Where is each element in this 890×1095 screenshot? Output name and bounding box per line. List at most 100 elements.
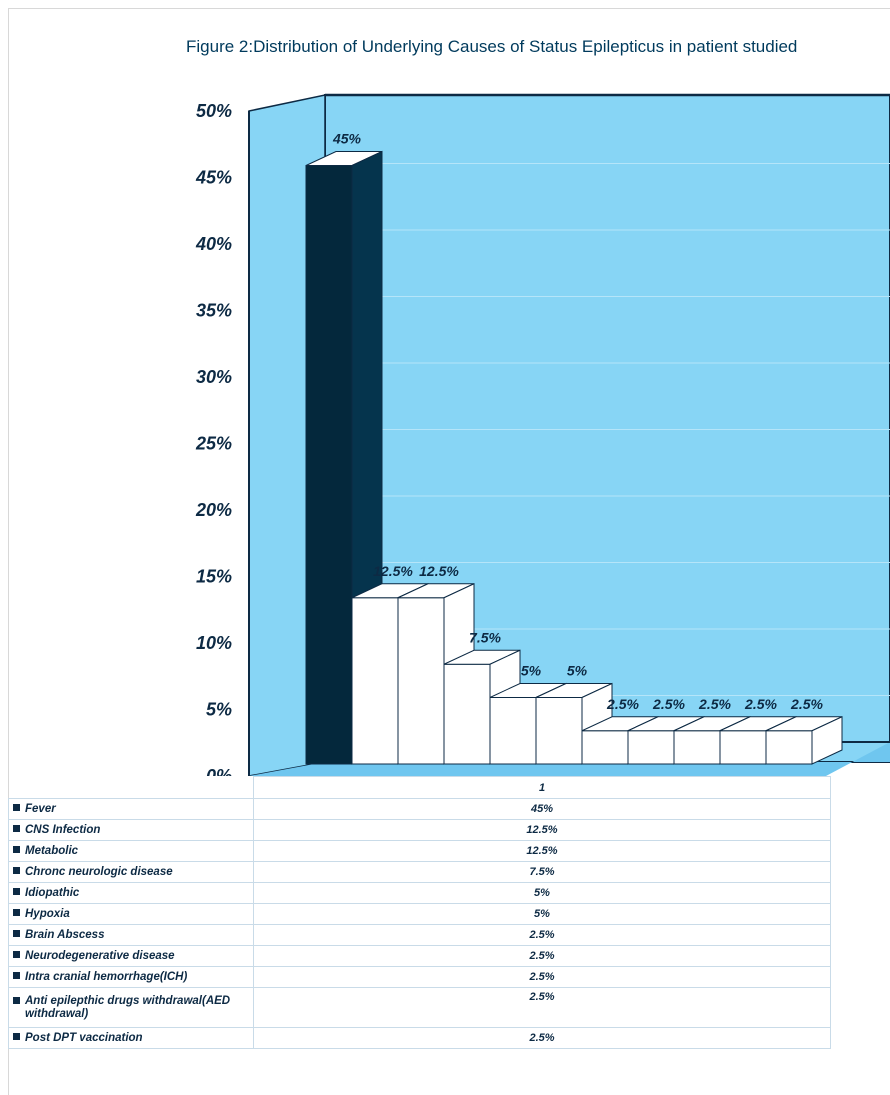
- table-row: Neurodegenerative disease 2.5%: [8, 945, 831, 967]
- x-tick-label: 1: [253, 776, 831, 799]
- y-tick-label: 45%: [195, 168, 232, 188]
- y-tick-label: 20%: [195, 500, 232, 520]
- series-legend-item: Idiopathic: [13, 887, 253, 899]
- bar: [305, 150, 383, 765]
- y-tick-label: 0%: [206, 766, 232, 776]
- bar-front: [489, 697, 537, 765]
- legend-swatch-icon: [13, 867, 20, 874]
- series-legend-item: Neurodegenerative disease: [13, 950, 253, 962]
- series-value-cell: 5%: [253, 903, 831, 925]
- data-labels: 45% 12.5% 12.5% 7.5% 5% 5% 2.5% 2.5% 2.5% 2.5% 2.5…: [332, 131, 824, 712]
- series-legend-cell: Hypoxia: [8, 903, 254, 925]
- bar-front: [397, 597, 445, 765]
- series-legend-item: Metabolic: [13, 845, 253, 857]
- bar-data-label: 2.5%: [606, 696, 639, 712]
- series-value-cell: 5%: [253, 882, 831, 904]
- table-row: Fever 45%: [8, 798, 831, 820]
- bar-data-label: 12.5%: [419, 563, 459, 579]
- series-legend-cell: Post DPT vaccination: [8, 1027, 254, 1049]
- table-row: Metabolic 12.5%: [8, 840, 831, 862]
- series-value-cell: 2.5%: [253, 945, 831, 967]
- series-legend-cell: Brain Abscess: [8, 924, 254, 946]
- legend-swatch-icon: [13, 804, 20, 811]
- series-legend-cell: Intra cranial hemorrhage(ICH): [8, 966, 254, 988]
- series-legend-item: Hypoxia: [13, 908, 253, 920]
- series-value-cell: 7.5%: [253, 861, 831, 883]
- chart-title: Figure 2:Distribution of Underlying Caus…: [186, 37, 798, 56]
- legend-swatch-icon: [13, 972, 20, 979]
- series-value-cell: 12.5%: [253, 840, 831, 862]
- bar-front: [305, 165, 353, 765]
- data-table: 1 Fever 45% CNS Infection 12.5% Metabolic 12.…: [8, 776, 831, 1049]
- bar-data-label: 5%: [567, 663, 588, 679]
- series-legend-item: Brain Abscess: [13, 929, 253, 941]
- series-name: Intra cranial hemorrhage(ICH): [25, 971, 188, 983]
- series-name: Hypoxia: [25, 908, 70, 920]
- series-name: Neurodegenerative disease: [25, 950, 175, 962]
- series-name: Anti epilepthic drugs withdrawal(AED wit…: [25, 994, 231, 1020]
- legend-swatch-icon: [13, 909, 20, 916]
- data-table-body: 1 Fever 45% CNS Infection 12.5% Metabolic 12.…: [8, 776, 831, 1049]
- series-legend-cell: Anti epilepthic drugs withdrawal(AED wit…: [8, 987, 254, 1028]
- table-row: Hypoxia 5%: [8, 903, 831, 925]
- y-tick-label: 40%: [195, 234, 232, 254]
- legend-swatch-icon: [13, 930, 20, 937]
- series-legend-cell: CNS Infection: [8, 819, 254, 841]
- y-tick-label: 25%: [195, 434, 232, 454]
- bar-front: [719, 730, 767, 765]
- y-tick-label: 30%: [196, 367, 232, 387]
- table-header-empty: [8, 776, 254, 799]
- floor: [249, 742, 890, 776]
- bar-data-label: 2.5%: [652, 696, 685, 712]
- series-legend-item: Post DPT vaccination: [13, 1032, 253, 1044]
- series-value-cell: 12.5%: [253, 819, 831, 841]
- table-header-row: 1: [8, 776, 831, 799]
- legend-swatch-icon: [13, 996, 20, 1004]
- legend-swatch-icon: [13, 846, 20, 853]
- table-row: Post DPT vaccination 2.5%: [8, 1027, 831, 1049]
- series-name: Idiopathic: [25, 887, 80, 899]
- y-tick-label: 50%: [196, 101, 232, 121]
- y-tick-label: 15%: [196, 567, 232, 587]
- y-tick-labels: 0% 5% 10% 15% 20% 25% 30% 35% 40% 45% 50%: [195, 101, 232, 776]
- series-name: Metabolic: [25, 845, 79, 857]
- bar-front: [581, 730, 629, 765]
- bar-data-label: 2.5%: [790, 696, 823, 712]
- bar: [765, 715, 843, 765]
- series-name: Post DPT vaccination: [25, 1032, 143, 1044]
- legend-swatch-icon: [13, 951, 20, 958]
- bar-front: [351, 597, 399, 765]
- chart-frame: [8, 8, 890, 1095]
- series-value-cell: 2.5%: [253, 966, 831, 988]
- series-legend-item: Anti epilepthic drugs withdrawal(AED wit…: [13, 993, 253, 1023]
- bar-data-label: 5%: [521, 663, 542, 679]
- legend-swatch-icon: [13, 888, 20, 895]
- legend-swatch-icon: [13, 825, 20, 832]
- y-tick-label: 5%: [206, 700, 232, 720]
- legend-swatch-icon: [13, 1033, 20, 1040]
- series-name: Fever: [25, 803, 56, 815]
- table-row: Intra cranial hemorrhage(ICH) 2.5%: [8, 966, 831, 988]
- series-legend-item: Fever: [13, 803, 253, 815]
- chart-plot: 0% 5% 10% 15% 20% 25% 30% 35% 40% 45% 50% 45% 12.5%…: [195, 93, 890, 776]
- series-value-cell: 2.5%: [253, 924, 831, 946]
- bar-side: [811, 715, 843, 765]
- series-value-cell: 2.5%: [253, 987, 831, 1028]
- bar-data-label: 45%: [332, 131, 362, 147]
- bar-front: [535, 697, 583, 765]
- table-row: Idiopathic 5%: [8, 882, 831, 904]
- series-legend-item: CNS Infection: [13, 824, 253, 836]
- series-legend-cell: Idiopathic: [8, 882, 254, 904]
- table-row: Anti epilepthic drugs withdrawal(AED wit…: [8, 987, 831, 1028]
- table-row: Brain Abscess 2.5%: [8, 924, 831, 946]
- bar-data-label: 2.5%: [744, 696, 777, 712]
- y-tick-label: 10%: [196, 633, 232, 653]
- bars: [305, 150, 843, 765]
- table-row: Chronc neurologic disease 7.5%: [8, 861, 831, 883]
- series-legend-cell: Fever: [8, 798, 254, 820]
- series-value-cell: 45%: [253, 798, 831, 820]
- series-name: CNS Infection: [25, 824, 101, 836]
- series-name: Chronc neurologic disease: [25, 866, 173, 878]
- table-row: CNS Infection 12.5%: [8, 819, 831, 841]
- series-legend-cell: Metabolic: [8, 840, 254, 862]
